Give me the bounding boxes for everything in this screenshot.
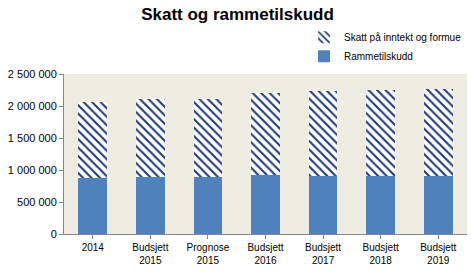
svg-text:500 000: 500 000	[17, 196, 57, 208]
svg-text:2 000 000: 2 000 000	[8, 100, 57, 112]
svg-text:Rammetilskudd: Rammetilskudd	[344, 51, 413, 62]
svg-text:Skatt på inntekt og formue: Skatt på inntekt og formue	[344, 32, 461, 43]
svg-text:Prognose2015: Prognose2015	[187, 242, 230, 266]
svg-text:Budsjett2019: Budsjett2019	[420, 242, 456, 266]
svg-text:1 000 000: 1 000 000	[8, 164, 57, 176]
svg-text:Budsjett2017: Budsjett2017	[305, 242, 341, 266]
svg-text:2 500 000: 2 500 000	[8, 68, 57, 80]
svg-text:Budsjett2015: Budsjett2015	[132, 242, 168, 266]
svg-text:1 500 000: 1 500 000	[8, 132, 57, 144]
svg-text:2014: 2014	[82, 242, 105, 253]
svg-text:Skatt og rammetilskudd: Skatt og rammetilskudd	[141, 5, 334, 24]
svg-text:Budsjett2016: Budsjett2016	[247, 242, 283, 266]
svg-text:0: 0	[51, 228, 57, 240]
svg-text:Budsjett2018: Budsjett2018	[363, 242, 399, 266]
